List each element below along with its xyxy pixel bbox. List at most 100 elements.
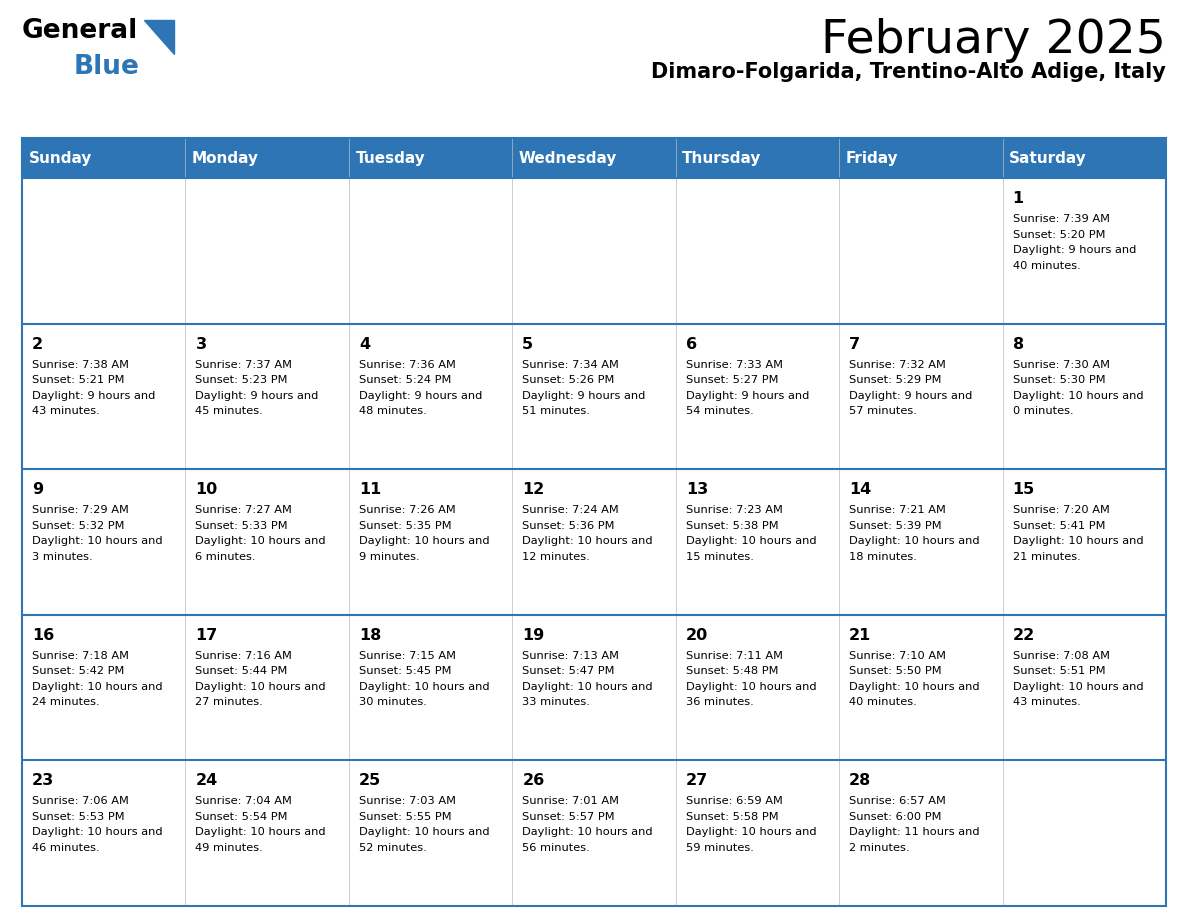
Text: Sunset: 5:42 PM: Sunset: 5:42 PM [32,666,125,677]
Text: Sunrise: 7:01 AM: Sunrise: 7:01 AM [523,797,619,806]
Bar [23,760,185,906]
Text: February 2025: February 2025 [821,18,1165,63]
Text: Sunrise: 7:23 AM: Sunrise: 7:23 AM [685,505,783,515]
Text: 14: 14 [849,482,871,498]
Text: Daylight: 10 hours and: Daylight: 10 hours and [359,827,489,837]
Text: 43 minutes.: 43 minutes. [32,406,100,416]
Bar [1003,615,1165,760]
Text: 45 minutes.: 45 minutes. [196,406,264,416]
Text: Daylight: 11 hours and: Daylight: 11 hours and [849,827,980,837]
Bar [185,615,349,760]
Bar [23,324,185,469]
Bar [1003,469,1165,615]
Bar [512,469,676,615]
Text: Sunset: 5:48 PM: Sunset: 5:48 PM [685,666,778,677]
Text: Sunset: 5:27 PM: Sunset: 5:27 PM [685,375,778,385]
Text: 33 minutes.: 33 minutes. [523,698,590,707]
Text: Daylight: 10 hours and: Daylight: 10 hours and [196,682,326,692]
Text: 56 minutes.: 56 minutes. [523,843,590,853]
Text: Daylight: 9 hours and: Daylight: 9 hours and [1012,245,1136,255]
Text: 6: 6 [685,337,697,352]
Text: Sunrise: 6:59 AM: Sunrise: 6:59 AM [685,797,783,806]
Text: 4: 4 [359,337,369,352]
Text: 12 minutes.: 12 minutes. [523,552,590,562]
Bar [185,178,349,324]
Bar [349,324,512,469]
Text: 25: 25 [359,773,381,789]
Text: Sunset: 5:50 PM: Sunset: 5:50 PM [849,666,942,677]
Text: Daylight: 10 hours and: Daylight: 10 hours and [523,682,653,692]
Text: Sunday: Sunday [29,151,91,165]
Text: Sunset: 5:39 PM: Sunset: 5:39 PM [849,521,942,531]
Text: 3 minutes.: 3 minutes. [32,552,93,562]
Text: Daylight: 9 hours and: Daylight: 9 hours and [849,390,973,400]
Text: Daylight: 10 hours and: Daylight: 10 hours and [1012,536,1143,546]
Text: Sunrise: 7:15 AM: Sunrise: 7:15 AM [359,651,456,661]
Bar [349,178,512,324]
Bar [349,615,512,760]
Bar [512,615,676,760]
Text: Dimaro-Folgarida, Trentino-Alto Adige, Italy: Dimaro-Folgarida, Trentino-Alto Adige, I… [651,62,1165,82]
Text: Daylight: 10 hours and: Daylight: 10 hours and [523,827,653,837]
Bar [839,324,1003,469]
Text: Daylight: 9 hours and: Daylight: 9 hours and [523,390,645,400]
Bar [512,178,676,324]
Text: 9 minutes.: 9 minutes. [359,552,419,562]
Text: Daylight: 10 hours and: Daylight: 10 hours and [359,682,489,692]
Text: Sunrise: 7:29 AM: Sunrise: 7:29 AM [32,505,128,515]
Text: Sunrise: 7:39 AM: Sunrise: 7:39 AM [1012,214,1110,224]
Text: Sunrise: 7:26 AM: Sunrise: 7:26 AM [359,505,456,515]
Text: Sunset: 5:23 PM: Sunset: 5:23 PM [196,375,287,385]
Bar [839,760,1003,906]
Text: Sunrise: 7:30 AM: Sunrise: 7:30 AM [1012,360,1110,370]
Text: Daylight: 10 hours and: Daylight: 10 hours and [523,536,653,546]
Text: Sunrise: 7:38 AM: Sunrise: 7:38 AM [32,360,129,370]
Bar [1003,178,1165,324]
Bar [23,469,185,615]
Text: 48 minutes.: 48 minutes. [359,406,426,416]
Text: Daylight: 9 hours and: Daylight: 9 hours and [359,390,482,400]
Text: Sunrise: 7:16 AM: Sunrise: 7:16 AM [196,651,292,661]
Text: Sunset: 5:30 PM: Sunset: 5:30 PM [1012,375,1105,385]
Text: Sunrise: 7:34 AM: Sunrise: 7:34 AM [523,360,619,370]
Text: 26: 26 [523,773,544,789]
Text: 51 minutes.: 51 minutes. [523,406,590,416]
Text: Daylight: 9 hours and: Daylight: 9 hours and [685,390,809,400]
Text: Friday: Friday [846,151,898,165]
Text: 27 minutes.: 27 minutes. [196,698,264,707]
Bar [512,324,676,469]
Text: 54 minutes.: 54 minutes. [685,406,753,416]
Text: 3: 3 [196,337,207,352]
Text: 12: 12 [523,482,544,498]
Bar [839,178,1003,324]
Text: Daylight: 10 hours and: Daylight: 10 hours and [685,682,816,692]
Text: 49 minutes.: 49 minutes. [196,843,264,853]
Text: Daylight: 10 hours and: Daylight: 10 hours and [685,536,816,546]
Text: Sunrise: 7:37 AM: Sunrise: 7:37 AM [196,360,292,370]
Text: 21: 21 [849,628,871,643]
Text: 27: 27 [685,773,708,789]
Text: 24: 24 [196,773,217,789]
Text: Sunrise: 7:13 AM: Sunrise: 7:13 AM [523,651,619,661]
Polygon shape [144,20,173,54]
Bar [185,324,349,469]
Text: 40 minutes.: 40 minutes. [1012,261,1080,271]
Bar [676,615,839,760]
Text: 46 minutes.: 46 minutes. [32,843,100,853]
Text: Sunset: 5:57 PM: Sunset: 5:57 PM [523,812,615,822]
Text: General: General [23,18,138,44]
Text: Sunrise: 6:57 AM: Sunrise: 6:57 AM [849,797,946,806]
Text: Sunset: 5:53 PM: Sunset: 5:53 PM [32,812,125,822]
Text: Sunrise: 7:33 AM: Sunrise: 7:33 AM [685,360,783,370]
Bar [676,178,839,324]
Text: Sunset: 5:20 PM: Sunset: 5:20 PM [1012,230,1105,240]
Bar [23,178,185,324]
Text: Daylight: 10 hours and: Daylight: 10 hours and [1012,682,1143,692]
Text: Sunrise: 7:36 AM: Sunrise: 7:36 AM [359,360,456,370]
Text: Sunset: 5:32 PM: Sunset: 5:32 PM [32,521,125,531]
Text: Sunset: 5:44 PM: Sunset: 5:44 PM [196,666,287,677]
Text: Sunrise: 7:24 AM: Sunrise: 7:24 AM [523,505,619,515]
Text: 21 minutes.: 21 minutes. [1012,552,1080,562]
Text: 52 minutes.: 52 minutes. [359,843,426,853]
Text: Blue: Blue [74,54,140,80]
